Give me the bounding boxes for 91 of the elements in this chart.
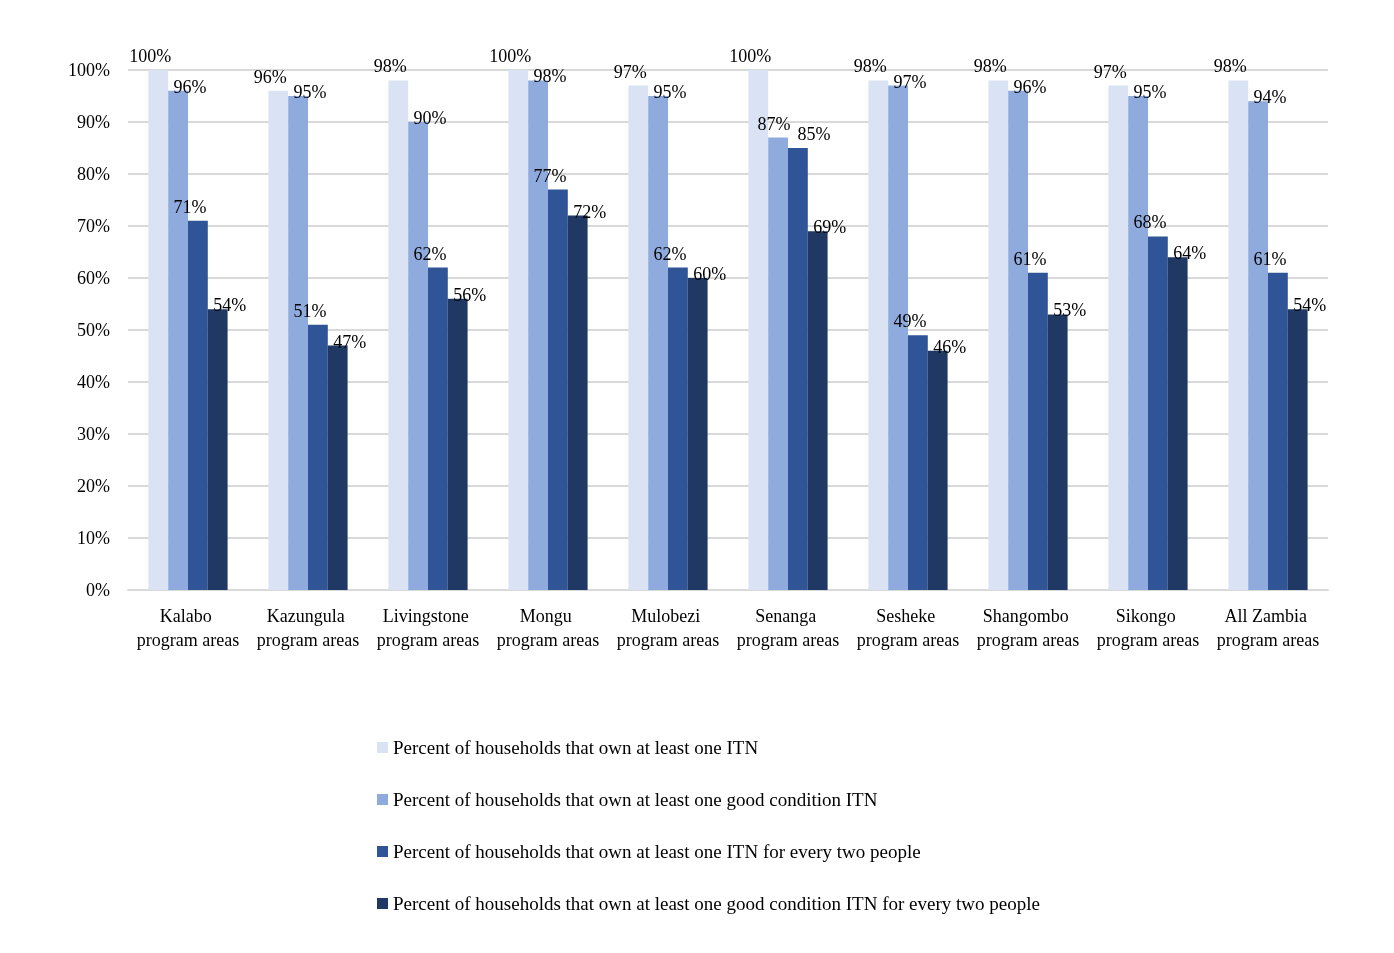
data-label: 51% <box>293 300 327 321</box>
bar <box>628 85 649 590</box>
data-label: 49% <box>893 311 927 332</box>
data-label: 56% <box>453 284 487 305</box>
data-label: 98% <box>1213 56 1247 77</box>
data-label: 46% <box>933 336 967 357</box>
legend-label: Percent of households that own at least one ITN for every two people <box>393 841 921 862</box>
data-label: 96% <box>1013 76 1047 97</box>
x-tick-label: Mongu program areas <box>496 606 600 650</box>
bar <box>807 231 828 590</box>
legend-label: Percent of households that own at least one good condition ITN <box>393 789 878 810</box>
y-tick-label: 70% <box>77 216 110 236</box>
bar <box>1028 272 1048 590</box>
bar <box>988 80 1009 590</box>
bar <box>308 324 328 590</box>
data-label: 94% <box>1253 87 1287 108</box>
bar <box>388 80 409 590</box>
data-label: 100% <box>489 46 532 66</box>
data-label: 69% <box>813 217 847 238</box>
data-label: 54% <box>1293 295 1327 316</box>
data-label: 97% <box>893 71 927 92</box>
legend-label: Percent of households that own at least one ITN <box>393 737 759 758</box>
data-label: 95% <box>1133 82 1167 102</box>
y-tick-label: 30% <box>77 424 110 444</box>
bar <box>687 278 708 590</box>
bar <box>508 70 529 590</box>
y-tick-label: 80% <box>77 164 110 184</box>
x-tick-label: Kalabo program areas <box>136 606 240 650</box>
bar <box>1047 314 1068 590</box>
bar <box>548 189 568 590</box>
x-tick-label: Kazungula program areas <box>256 606 360 650</box>
data-label: 95% <box>293 82 327 102</box>
bar <box>207 309 228 590</box>
data-label: 72% <box>573 201 607 222</box>
data-label: 71% <box>173 196 207 217</box>
y-tick-label: 10% <box>77 528 110 548</box>
data-label: 98% <box>973 56 1007 77</box>
bar <box>1268 272 1288 590</box>
x-tick-label: Sesheke program areas <box>856 606 960 650</box>
data-label: 47% <box>333 331 367 352</box>
data-label: 96% <box>253 66 287 87</box>
y-tick-label: 0% <box>86 580 110 600</box>
x-tick-label: All Zambia program areas <box>1216 606 1320 650</box>
data-label: 68% <box>1133 212 1167 233</box>
x-tick-label: Livingstone program areas <box>376 606 480 650</box>
data-label: 62% <box>413 243 447 264</box>
bar <box>1167 257 1188 590</box>
data-label: 53% <box>1053 300 1087 321</box>
data-label: 87% <box>757 113 791 134</box>
bar <box>868 80 889 590</box>
legend-label: Percent of households that own at least one good condition ITN for every two people <box>393 893 1040 914</box>
bar <box>1108 85 1129 590</box>
x-tick-label: Mulobezi program areas <box>616 606 720 650</box>
data-label: 77% <box>533 165 567 186</box>
y-tick-label: 90% <box>77 112 110 132</box>
data-label: 61% <box>1013 248 1047 269</box>
bar <box>1228 80 1249 590</box>
x-tick-label: Sikongo program areas <box>1096 606 1200 650</box>
bar <box>768 137 788 590</box>
data-label: 64% <box>1173 243 1207 264</box>
data-label: 85% <box>797 124 831 144</box>
bar <box>788 148 808 590</box>
data-label: 100% <box>729 46 772 66</box>
bar <box>1287 309 1308 590</box>
data-label: 62% <box>653 243 687 264</box>
data-label: 54% <box>213 295 247 316</box>
bar <box>908 335 928 590</box>
bar <box>428 267 448 590</box>
data-label: 61% <box>1253 248 1287 269</box>
data-label: 95% <box>653 82 687 102</box>
bar <box>268 90 289 590</box>
data-label: 97% <box>1093 61 1127 82</box>
bar <box>188 220 208 590</box>
x-tick-label: Shangombo program areas <box>976 606 1080 650</box>
y-tick-label: 20% <box>77 476 110 496</box>
data-label: 90% <box>413 108 447 128</box>
data-label: 98% <box>533 66 567 87</box>
data-label: 60% <box>693 264 727 284</box>
data-label: 98% <box>853 56 887 77</box>
y-tick-label: 40% <box>77 372 110 392</box>
bar <box>148 70 169 590</box>
data-label: 100% <box>129 46 172 66</box>
bar <box>1148 236 1168 590</box>
data-label: 96% <box>173 76 207 97</box>
x-tick-label: Senanga program areas <box>736 606 840 650</box>
data-label: 98% <box>373 56 407 77</box>
data-label: 97% <box>613 61 647 82</box>
y-tick-label: 100% <box>68 60 110 80</box>
y-tick-label: 50% <box>77 320 110 340</box>
y-tick-label: 60% <box>77 268 110 288</box>
bar <box>668 267 688 590</box>
